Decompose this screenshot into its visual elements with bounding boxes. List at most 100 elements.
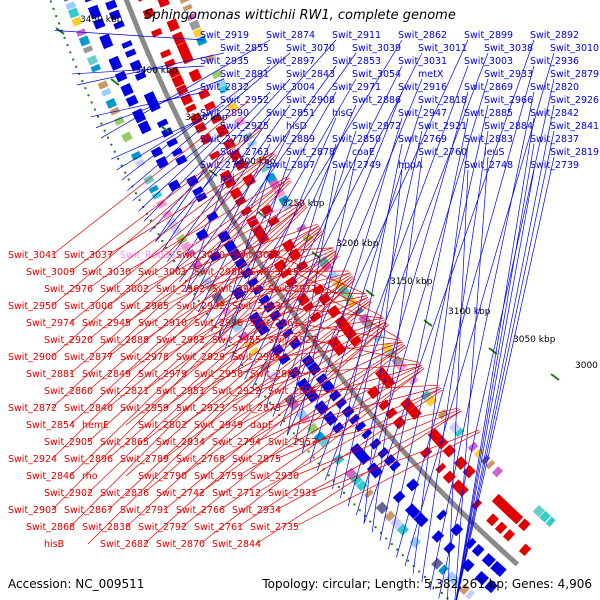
gene-feature (436, 509, 448, 521)
label-connector (388, 104, 489, 550)
gene-label: Swit_2873 (232, 403, 281, 414)
tick-label: 3250 kbp (282, 199, 325, 209)
tick-mark (208, 169, 218, 177)
gene-feature (445, 571, 459, 585)
gene-label: Swit_2862 (398, 30, 447, 41)
label-connector (69, 153, 276, 324)
tick-dot (117, 157, 120, 160)
gene-feature (282, 202, 294, 212)
gene-label: Swit_2761 (194, 522, 243, 533)
tick-dot (153, 226, 156, 229)
label-connector (237, 389, 443, 528)
gene-label: coaE (352, 147, 375, 158)
gene-feature (317, 256, 329, 268)
gene-feature (113, 115, 125, 126)
gene-feature (327, 336, 341, 349)
tick-dot (138, 199, 141, 202)
gene-label: Swit_2879 (550, 69, 599, 80)
label-connector (210, 78, 357, 332)
gene-label: Swit_2890 (200, 108, 249, 119)
gene-feature (431, 557, 444, 570)
gene-feature (186, 175, 199, 187)
gene-feature (348, 413, 360, 425)
gene-label: Swit_2837 (530, 134, 579, 145)
gene-feature (474, 570, 489, 586)
label-connector (275, 410, 462, 511)
tick-dot (223, 338, 226, 341)
tick-dot (232, 351, 235, 354)
label-connector (198, 130, 291, 313)
gene-feature (481, 553, 496, 568)
gene-feature (218, 84, 230, 95)
label-connector (125, 277, 355, 477)
label-connector (125, 201, 305, 324)
gene-feature (138, 0, 144, 2)
label-connector (456, 130, 555, 600)
tick-dot (210, 319, 213, 322)
tick-dot (90, 101, 93, 104)
gene-label: Swit_2872 (8, 403, 57, 414)
gene-feature (188, 68, 203, 83)
gene-feature (288, 248, 302, 262)
gene-label: Swit_2945 (82, 318, 131, 329)
label-connector (51, 232, 324, 511)
gene-feature (109, 106, 121, 116)
label-connector (51, 101, 249, 256)
gene-feature (341, 291, 354, 303)
label-connector (438, 78, 555, 599)
gene-label: Swit_2770 (200, 134, 249, 145)
gene-feature (155, 156, 169, 169)
tick-dot (396, 548, 399, 551)
gene-feature (166, 137, 179, 148)
gene-feature (467, 441, 479, 453)
label-connector (237, 295, 367, 324)
label-connector (111, 117, 205, 160)
gene-feature (114, 70, 128, 83)
gene-feature (389, 460, 401, 472)
gene-feature (485, 459, 496, 470)
accession-text: Accession: NC_009511 (8, 577, 145, 591)
gene-label: Swit_2838 (82, 522, 131, 533)
gene-label: Swit_3015 (250, 267, 299, 278)
gene-feature (175, 233, 188, 246)
label-connector (219, 272, 351, 307)
label-connector (275, 388, 442, 460)
label-connector (199, 247, 334, 290)
label-connector (69, 179, 291, 375)
tick-mark (160, 125, 170, 133)
gene-feature (67, 7, 80, 19)
gene-feature (108, 55, 123, 71)
gene-label: Swit_2930 (250, 471, 299, 482)
gene-label: Swit_3039 (352, 43, 401, 54)
gene-feature (181, 52, 194, 65)
gene-label: Swit_2868 (26, 522, 75, 533)
gene-feature (306, 422, 320, 435)
label-connector (51, 206, 308, 460)
gene-label: Swit_2989 (194, 267, 243, 278)
gene-feature (189, 112, 203, 126)
gene-feature (486, 513, 499, 527)
gene-feature (130, 150, 142, 161)
gene-label: Swit_2875 (232, 454, 281, 465)
gene-feature (129, 59, 143, 72)
gene-label: Swit_2899 (464, 30, 513, 41)
gene-label: Swit_2971 (332, 82, 381, 93)
label-connector (230, 117, 337, 361)
gene-label: Swit_2962 (156, 284, 205, 295)
gene-feature (75, 28, 87, 37)
gene-feature (82, 45, 94, 54)
gene-label: Swit_2766 (176, 505, 225, 516)
gene-feature (269, 309, 282, 322)
gene-feature (192, 27, 204, 39)
gene-label: hemE (82, 420, 109, 431)
label-connector (199, 368, 425, 545)
gene-feature (425, 395, 437, 407)
gene-feature (151, 190, 163, 200)
label-connector (72, 65, 205, 75)
label-connector (363, 169, 403, 524)
label-connector (255, 410, 462, 545)
gene-label: Swit_2853 (332, 56, 381, 67)
gene-feature (341, 324, 358, 341)
tick-label: 3000 kbp (575, 361, 600, 371)
